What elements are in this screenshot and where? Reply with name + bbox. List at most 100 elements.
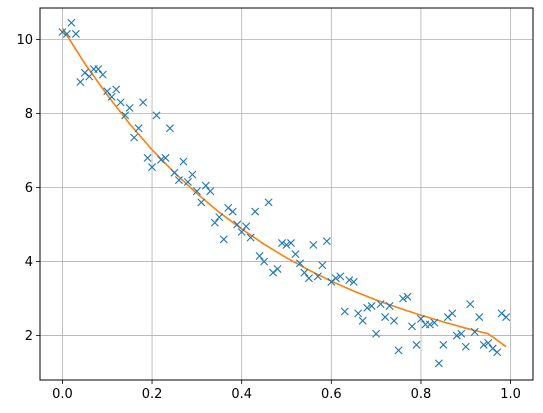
data-point bbox=[484, 338, 493, 347]
data-point bbox=[439, 340, 448, 349]
data-point bbox=[273, 264, 282, 273]
data-point bbox=[134, 124, 143, 133]
data-point bbox=[251, 207, 260, 216]
data-point bbox=[183, 177, 192, 186]
data-point bbox=[85, 72, 94, 81]
data-point bbox=[354, 309, 363, 318]
data-point bbox=[210, 218, 219, 227]
fit-curve bbox=[61, 27, 507, 348]
data-point bbox=[457, 329, 466, 338]
data-point bbox=[67, 18, 76, 27]
data-point bbox=[304, 274, 313, 283]
data-point bbox=[300, 268, 309, 277]
y-tick-label: 6 bbox=[25, 181, 33, 196]
data-point bbox=[367, 301, 376, 310]
data-point bbox=[443, 313, 452, 322]
data-point bbox=[318, 261, 327, 270]
data-point bbox=[363, 303, 372, 312]
data-point bbox=[188, 170, 197, 179]
data-point bbox=[165, 124, 174, 133]
data-point bbox=[215, 213, 224, 222]
data-point bbox=[502, 313, 511, 322]
data-point bbox=[434, 359, 443, 368]
data-point bbox=[130, 133, 139, 142]
data-point bbox=[112, 85, 121, 94]
data-point bbox=[94, 65, 103, 74]
y-axis: 2 4 6 8 10 bbox=[16, 33, 40, 344]
data-point bbox=[174, 176, 183, 185]
grid bbox=[40, 8, 533, 380]
x-tick-label: 0.8 bbox=[411, 387, 432, 402]
data-point bbox=[488, 344, 497, 353]
data-point bbox=[336, 272, 345, 281]
plot-frame bbox=[39, 7, 534, 381]
data-point bbox=[282, 240, 291, 249]
data-point bbox=[291, 250, 300, 259]
data-point bbox=[148, 163, 157, 172]
data-point bbox=[197, 198, 206, 207]
data-point bbox=[260, 257, 269, 266]
x-axis: 0.0 0.2 0.4 0.6 0.8 1.0 bbox=[52, 380, 521, 402]
data-point bbox=[470, 327, 479, 336]
data-point bbox=[412, 340, 421, 349]
data-point bbox=[179, 157, 188, 166]
data-point bbox=[228, 207, 237, 216]
y-tick-label: 4 bbox=[25, 255, 33, 270]
data-point bbox=[76, 78, 85, 87]
data-point bbox=[237, 227, 246, 236]
data-point bbox=[206, 187, 215, 196]
data-point bbox=[425, 320, 434, 329]
data-point bbox=[143, 153, 152, 162]
data-point bbox=[242, 222, 251, 231]
data-point bbox=[224, 203, 233, 212]
y-tick-label: 2 bbox=[25, 329, 33, 344]
data-point bbox=[358, 316, 367, 325]
data-point bbox=[71, 29, 80, 38]
data-point bbox=[322, 237, 331, 246]
data-point bbox=[278, 239, 287, 248]
x-tick-label: 0.6 bbox=[321, 387, 342, 402]
data-point bbox=[430, 318, 439, 327]
data-point bbox=[246, 233, 255, 242]
data-point bbox=[340, 307, 349, 316]
data-point bbox=[390, 316, 399, 325]
y-tick-label: 10 bbox=[16, 33, 33, 48]
data-point bbox=[233, 220, 242, 229]
scatter-layer bbox=[58, 18, 511, 368]
data-point bbox=[264, 198, 273, 207]
data-point bbox=[107, 92, 116, 101]
data-point bbox=[372, 329, 381, 338]
data-point bbox=[201, 181, 210, 190]
x-tick-label: 1.0 bbox=[500, 387, 521, 402]
data-point bbox=[269, 268, 278, 277]
data-point bbox=[170, 168, 179, 177]
data-point bbox=[452, 331, 461, 340]
data-point bbox=[295, 259, 304, 268]
data-point bbox=[479, 340, 488, 349]
data-point bbox=[416, 314, 425, 323]
data-point bbox=[62, 29, 71, 38]
data-point bbox=[58, 28, 67, 37]
data-point bbox=[448, 309, 457, 318]
data-point bbox=[381, 313, 390, 322]
data-point bbox=[461, 342, 470, 351]
data-point bbox=[385, 301, 394, 310]
data-point bbox=[116, 98, 125, 107]
data-point bbox=[403, 292, 412, 301]
data-point bbox=[103, 87, 112, 96]
data-point bbox=[313, 272, 322, 281]
data-point bbox=[192, 187, 201, 196]
x-tick-label: 0.0 bbox=[52, 387, 73, 402]
data-point bbox=[399, 294, 408, 303]
data-point bbox=[497, 309, 506, 318]
data-point bbox=[349, 277, 358, 286]
data-point bbox=[152, 111, 161, 120]
data-point bbox=[493, 348, 502, 357]
data-point bbox=[98, 70, 107, 79]
data-point bbox=[309, 240, 318, 249]
x-tick-label: 0.2 bbox=[142, 387, 163, 402]
fit-line-layer bbox=[61, 27, 507, 348]
data-point bbox=[286, 239, 295, 248]
data-point bbox=[394, 346, 403, 355]
